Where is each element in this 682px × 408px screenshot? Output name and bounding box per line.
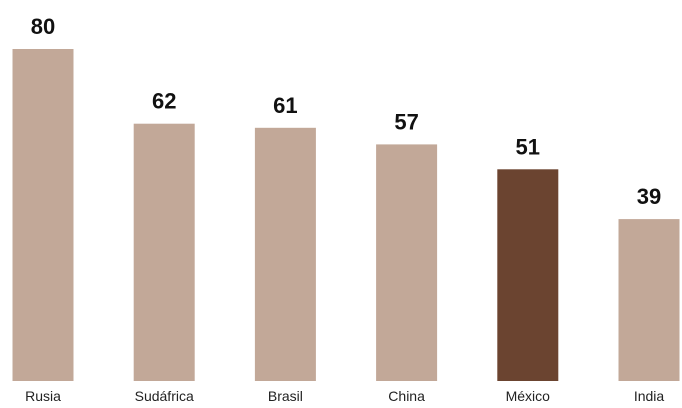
bar-brasil [254,127,316,381]
value-label-mexico: 51 [516,134,540,159]
bar-india [618,219,680,381]
bar-sudafrica [133,123,195,381]
category-label-rusia: Rusia [25,388,61,404]
category-labels-group: Rusia Sudáfrica Brasil China México India [25,388,664,404]
value-label-india: 39 [637,184,661,209]
category-label-india: India [634,388,665,404]
bar-mexico [497,169,559,381]
category-label-china: China [388,388,425,404]
value-label-china: 57 [394,109,418,134]
value-labels-group: 80 62 61 57 51 39 [31,14,661,209]
category-label-mexico: México [506,388,551,404]
bar-rusia [12,49,74,381]
bar-china [376,144,438,381]
value-label-brasil: 61 [273,93,297,118]
value-label-sudafrica: 62 [152,89,176,114]
bars-group [12,49,680,381]
category-label-sudafrica: Sudáfrica [135,388,194,404]
value-label-rusia: 80 [31,14,55,39]
category-label-brasil: Brasil [268,388,303,404]
